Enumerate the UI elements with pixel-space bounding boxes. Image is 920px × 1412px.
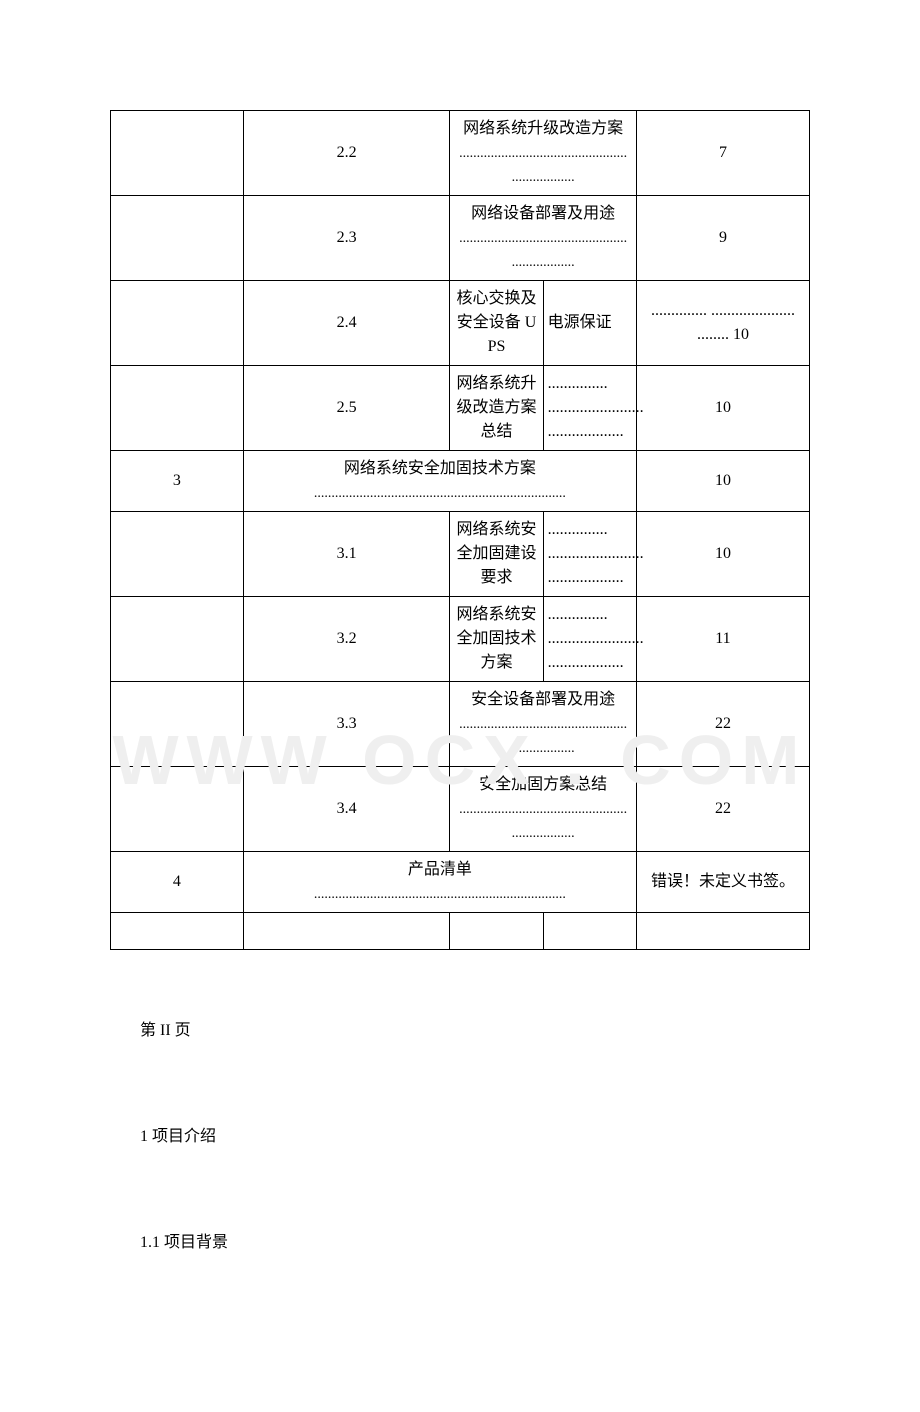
- table-row: 3网络系统安全加固技术方案...........................…: [111, 451, 810, 512]
- col-extra: ............... ........................…: [543, 512, 636, 597]
- col-section-num: 2.3: [243, 196, 450, 281]
- col-page: 9: [636, 196, 809, 281]
- col-title: 网络系统安全加固建设要求: [450, 512, 543, 597]
- toc-leader-dots: ........................................…: [459, 146, 627, 185]
- table-row: 3.3安全设备部署及用途............................…: [111, 682, 810, 767]
- col-section-num: 3.1: [243, 512, 450, 597]
- col-page: .............. ..................... ...…: [636, 281, 809, 366]
- toc-entry-title: 网络设备部署及用途: [454, 202, 631, 226]
- toc-entry-title: 网络系统升级改造方案: [454, 117, 631, 141]
- col-page: 10: [636, 451, 809, 512]
- table-row: 4产品清单...................................…: [111, 852, 810, 913]
- spacer: [110, 950, 810, 1000]
- col-chapter: [111, 597, 244, 682]
- col-section-num: 3.3: [243, 682, 450, 767]
- toc-entry-title: 产品清单: [248, 858, 632, 882]
- empty-cell: [543, 913, 636, 950]
- col-section-num: 3.4: [243, 767, 450, 852]
- table-row: 3.4安全加固方案总结.............................…: [111, 767, 810, 852]
- table-row: 3.1网络系统安全加固建设要求............... .........…: [111, 512, 810, 597]
- col-extra: ............... ........................…: [543, 597, 636, 682]
- col-extra: ............... ........................…: [543, 366, 636, 451]
- col-chapter: [111, 281, 244, 366]
- col-chapter: [111, 111, 244, 196]
- col-page: 11: [636, 597, 809, 682]
- toc-entry-title: 安全设备部署及用途: [454, 688, 631, 712]
- col-chapter: [111, 366, 244, 451]
- empty-cell: [636, 913, 809, 950]
- col-extra: 电源保证: [543, 281, 636, 366]
- col-title-span: 网络设备部署及用途...............................…: [450, 196, 636, 281]
- col-title-span: 网络系统升级改造方案..............................…: [450, 111, 636, 196]
- col-section-num: 3.2: [243, 597, 450, 682]
- page-number-label: 第 II 页: [140, 1016, 810, 1040]
- toc-leader-dots: ........................................…: [314, 887, 566, 902]
- col-page: 10: [636, 366, 809, 451]
- col-chapter: [111, 682, 244, 767]
- col-chapter: 3: [111, 451, 244, 512]
- toc-leader-dots: ........................................…: [459, 717, 627, 756]
- toc-leader-dots: ........................................…: [314, 486, 566, 501]
- empty-cell: [243, 913, 450, 950]
- empty-cell: [111, 913, 244, 950]
- table-row: 2.5网络系统升级改造方案总结............... .........…: [111, 366, 810, 451]
- col-title-span: 安全加固方案总结................................…: [450, 767, 636, 852]
- col-page: 10: [636, 512, 809, 597]
- toc-table: 2.2网络系统升级改造方案...........................…: [110, 110, 810, 950]
- col-chapter: [111, 512, 244, 597]
- toc-leader-dots: ........................................…: [459, 231, 627, 270]
- toc-leader-dots: ........................................…: [459, 802, 627, 841]
- table-row: 2.3网络设备部署及用途............................…: [111, 196, 810, 281]
- col-chapter: [111, 767, 244, 852]
- table-row: 2.2网络系统升级改造方案...........................…: [111, 111, 810, 196]
- col-section-num: 2.4: [243, 281, 450, 366]
- col-title: 网络系统安全加固技术方案: [450, 597, 543, 682]
- heading-1-1: 1.1 项目背景: [140, 1228, 810, 1252]
- col-title: 网络系统升级改造方案总结: [450, 366, 543, 451]
- col-page: 7: [636, 111, 809, 196]
- col-title-span: 安全设备部署及用途...............................…: [450, 682, 636, 767]
- col-page: 错误！未定义书签。: [636, 852, 809, 913]
- col-chapter-title-span: 网络系统安全加固技术方案............................…: [243, 451, 636, 512]
- toc-tbody: 2.2网络系统升级改造方案...........................…: [111, 111, 810, 950]
- document-page: WWW OCX . COM 2.2网络系统升级改造方案.............…: [0, 110, 920, 1412]
- col-title: 核心交换及安全设备 UPS: [450, 281, 543, 366]
- col-section-num: 2.2: [243, 111, 450, 196]
- toc-entry-title: 安全加固方案总结: [454, 773, 631, 797]
- col-page: 22: [636, 682, 809, 767]
- heading-1: 1 项目介绍: [140, 1122, 810, 1146]
- col-chapter: 4: [111, 852, 244, 913]
- table-row: [111, 913, 810, 950]
- toc-entry-title: 网络系统安全加固技术方案: [248, 457, 632, 481]
- col-chapter: [111, 196, 244, 281]
- table-row: 3.2网络系统安全加固技术方案............... .........…: [111, 597, 810, 682]
- col-section-num: 2.5: [243, 366, 450, 451]
- empty-cell: [450, 913, 543, 950]
- spacer: [110, 1056, 810, 1106]
- col-chapter-title-span: 产品清单....................................…: [243, 852, 636, 913]
- spacer: [110, 1162, 810, 1212]
- table-row: 2.4核心交换及安全设备 UPS电源保证.............. .....…: [111, 281, 810, 366]
- col-page: 22: [636, 767, 809, 852]
